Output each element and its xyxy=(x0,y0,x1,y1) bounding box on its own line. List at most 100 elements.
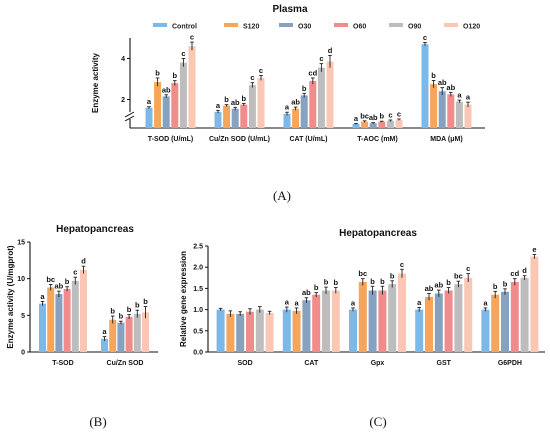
significance-letter: b xyxy=(503,279,508,288)
significance-letter: b xyxy=(65,277,70,286)
bar-control xyxy=(415,309,424,352)
bar-s120 xyxy=(292,310,301,352)
category-label: Cu/Zn SOD xyxy=(107,360,144,367)
bar-s120 xyxy=(223,105,231,128)
bar-o120 xyxy=(257,77,265,128)
bar-o30 xyxy=(236,313,245,352)
bar-control xyxy=(145,107,153,128)
significance-letter: bc xyxy=(358,269,367,278)
significance-letter: ab xyxy=(55,282,64,291)
significance-letter: c xyxy=(181,49,185,58)
significance-letter: b xyxy=(390,271,395,280)
bar-control xyxy=(349,309,357,352)
significance-letter: d xyxy=(81,257,86,266)
bar-control xyxy=(283,113,291,128)
bar-s120 xyxy=(491,294,500,352)
bar-o120 xyxy=(464,104,472,128)
category-label: T-SOD xyxy=(52,360,73,367)
bar-control xyxy=(421,44,429,128)
legend-swatch-o120 xyxy=(444,23,458,27)
bar-o90 xyxy=(317,67,325,128)
y-axis-label: Relative gene expression xyxy=(179,251,188,347)
significance-letter: b xyxy=(155,68,160,77)
bar-o90 xyxy=(386,120,394,128)
y-tick-label: 10 xyxy=(17,276,25,283)
significance-letter: c xyxy=(190,33,194,42)
y-tick-label: 2.5 xyxy=(193,244,203,251)
significance-letter: b xyxy=(380,112,385,121)
bar-o60 xyxy=(510,282,519,352)
significance-letter: b xyxy=(224,95,229,104)
bar-o60 xyxy=(246,311,254,352)
significance-letter: ab xyxy=(231,98,240,107)
bar-o30 xyxy=(231,108,239,128)
bar-o90 xyxy=(248,85,256,128)
significance-letter: c xyxy=(319,54,323,63)
bar-o30 xyxy=(55,294,63,352)
bar-o120 xyxy=(464,277,473,352)
bar-o30 xyxy=(501,291,509,352)
significance-letter: a xyxy=(417,298,422,307)
bar-o60 xyxy=(312,294,321,352)
panel-letter: (A) xyxy=(273,188,291,203)
bar-s120 xyxy=(109,319,117,352)
panel-c: Hepatopancreas Relative gene expression 0.… xyxy=(179,228,545,429)
bar-o120 xyxy=(265,312,274,352)
category-label: Cu/Zn SOD (U/mL) xyxy=(209,136,270,143)
bar-control xyxy=(481,309,490,352)
significance-letter: b xyxy=(493,282,498,291)
significance-letter: b xyxy=(110,307,115,316)
significance-letter: b xyxy=(127,305,132,314)
bar-control xyxy=(352,124,360,128)
significance-letter: a xyxy=(354,114,359,123)
y-tick-label: 15 xyxy=(17,240,25,247)
significance-letter: d xyxy=(328,46,333,55)
significance-letter: a xyxy=(483,298,488,307)
y-tick-label: 2.0 xyxy=(193,265,203,272)
significance-letter: b xyxy=(314,283,319,292)
significance-letter: b xyxy=(242,94,247,103)
significance-letter: a xyxy=(102,327,107,336)
category-label: T-SOD (U/mL) xyxy=(148,136,194,143)
significance-letter: c xyxy=(259,66,263,75)
bar-o60 xyxy=(240,104,248,128)
significance-letter: c xyxy=(400,260,404,269)
bar-o30 xyxy=(438,91,446,128)
bar-o60 xyxy=(447,94,455,128)
axis-break-gap xyxy=(125,112,135,119)
category-label: MDA (μM) xyxy=(430,136,462,143)
significance-letter: c xyxy=(466,264,470,273)
bar-o120 xyxy=(326,61,334,129)
bar-o90 xyxy=(454,284,463,352)
bar-o60 xyxy=(171,83,179,128)
bar-o90 xyxy=(520,277,529,352)
significance-letter: ab xyxy=(425,284,434,293)
bar-o90 xyxy=(255,309,264,352)
bar-o120 xyxy=(395,120,403,128)
bar-s120 xyxy=(358,282,367,352)
y-axis-label: Enzyme activity (U/mgprot) xyxy=(6,245,15,348)
bar-o60 xyxy=(444,290,453,352)
legend-label-s120: S120 xyxy=(243,24,259,31)
bar-s120 xyxy=(47,287,55,352)
significance-letter: a xyxy=(40,292,45,301)
significance-letter: b xyxy=(370,277,375,286)
legend-swatch-o30 xyxy=(279,23,293,27)
significance-letter: c xyxy=(250,73,254,82)
significance-letter: a xyxy=(466,93,471,102)
legend: Control S120 O30 O60 O90 O120 xyxy=(153,23,480,31)
legend-swatch-o60 xyxy=(334,23,348,27)
significance-letter: ab xyxy=(446,83,455,92)
significance-letter: b xyxy=(334,278,339,287)
significance-letter: b xyxy=(380,277,385,286)
bar-o120 xyxy=(80,269,87,352)
y-tick-label: 0 xyxy=(21,350,25,357)
legend-label-o60: O60 xyxy=(353,24,366,31)
bar-o120 xyxy=(530,256,539,352)
significance-letter: ab xyxy=(302,288,311,297)
significance-letter: ab xyxy=(291,98,300,107)
bar-s120 xyxy=(292,108,300,128)
